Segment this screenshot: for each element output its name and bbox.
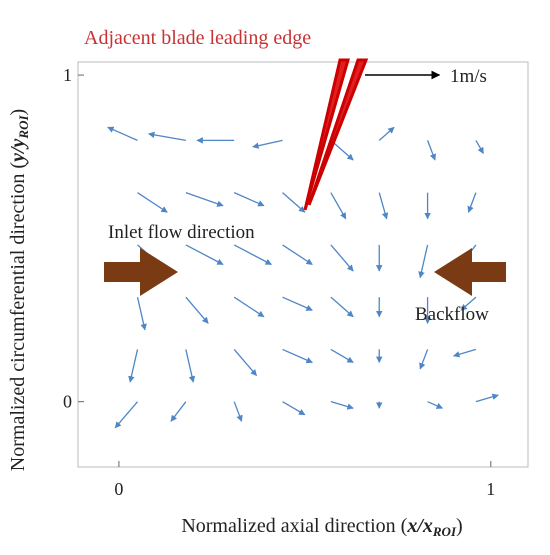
annotation: Adjacent blade leading edge [84, 27, 311, 49]
velocity-vector [418, 244, 429, 279]
velocity-vector [282, 401, 306, 416]
velocity-vector [185, 296, 209, 324]
velocity-vector [475, 140, 484, 155]
velocity-vector [467, 192, 477, 213]
plot-frame [77, 61, 529, 468]
velocity-vector [233, 348, 258, 377]
x-tick-label: 1 [486, 479, 495, 499]
velocity-vector [378, 192, 389, 220]
velocity-vector [419, 349, 429, 370]
blade-edge [307, 58, 369, 206]
velocity-vector [330, 348, 354, 364]
velocity-vector [170, 401, 187, 422]
velocity-vector [330, 296, 354, 318]
velocity-vector [107, 126, 138, 141]
backflow-arrow [434, 248, 506, 296]
y-axis-label: Normalized circumferential direction (y/… [7, 109, 31, 471]
x-label-sub: ROI [432, 524, 457, 539]
velocity-vector [185, 244, 224, 266]
x-tick-label: 0 [114, 479, 123, 499]
velocity-vector [427, 401, 444, 409]
key-label: 1m/s [450, 66, 487, 87]
annotation: Backflow [415, 304, 489, 325]
y-label-symbol: y/y [7, 138, 29, 163]
annotation: Inlet flow direction [108, 222, 255, 243]
velocity-vector [282, 296, 313, 311]
velocity-vector [460, 296, 477, 311]
velocity-vector [426, 140, 436, 161]
velocity-vector [252, 139, 283, 149]
velocity-vector [330, 244, 354, 272]
x-label-symbol: x/x [406, 515, 433, 537]
velocity-vector [330, 192, 347, 220]
velocity-vector [282, 244, 313, 266]
x-label-close: ) [456, 515, 463, 537]
y-label-sub: ROI [16, 115, 31, 140]
velocity-vector [233, 401, 243, 422]
velocity-vector [330, 401, 354, 410]
y-tick-label: 0 [63, 392, 72, 412]
velocity-vector [233, 192, 265, 207]
velocity-vector [282, 348, 313, 364]
inlet-arrow [104, 248, 178, 296]
velocity-vector [185, 349, 196, 383]
velocity-vector [475, 393, 499, 403]
velocity-vector [233, 296, 265, 318]
velocity-vector [114, 401, 138, 429]
velocity-vector [128, 349, 139, 383]
velocity-vector [185, 192, 224, 207]
velocity-vector [282, 192, 306, 213]
velocity-vector [148, 131, 186, 142]
velocity-vector [452, 348, 477, 358]
blade-edge [303, 58, 350, 211]
velocity-vector [378, 126, 395, 141]
y-label-close: ) [7, 109, 29, 116]
y-label-text: Normalized circumferential direction ( [7, 162, 29, 472]
y-tick-label: 1 [63, 65, 72, 85]
velocity-vector [136, 297, 147, 331]
velocity-vector [233, 244, 272, 266]
velocity-vector [137, 192, 168, 213]
x-label-text: Normalized axial direction ( [181, 515, 407, 537]
x-axis-label: Normalized axial direction (x/xROI) [181, 515, 462, 539]
